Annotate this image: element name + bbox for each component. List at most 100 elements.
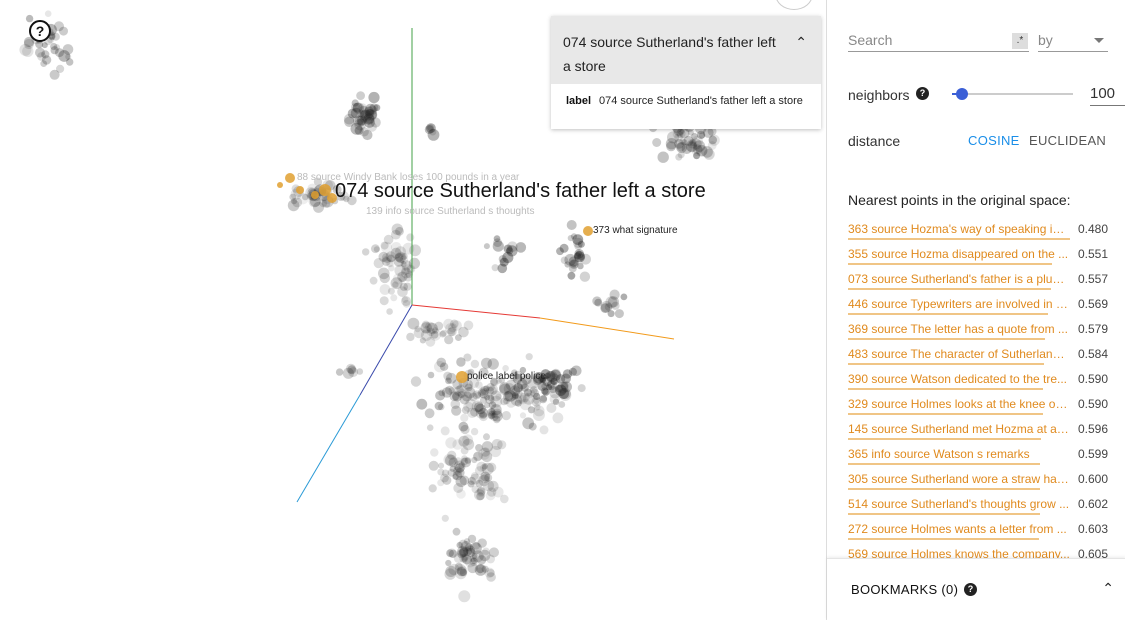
highlighted-point[interactable] [319,184,331,196]
data-point[interactable] [358,103,367,112]
data-point[interactable] [614,309,624,319]
data-point[interactable] [348,367,359,378]
data-point[interactable] [497,263,508,274]
data-point[interactable] [501,411,511,421]
data-point[interactable] [446,327,456,337]
data-point[interactable] [308,195,321,208]
data-point[interactable] [436,357,447,368]
data-point[interactable] [399,275,406,283]
data-point[interactable] [460,555,468,562]
data-point[interactable] [473,451,484,461]
data-point[interactable] [457,545,469,558]
data-point[interactable] [434,401,444,411]
data-point[interactable] [481,565,489,573]
data-point[interactable] [463,538,471,545]
data-point[interactable] [462,554,472,565]
data-point[interactable] [448,563,460,576]
data-point[interactable] [342,367,354,379]
data-point[interactable] [362,129,373,141]
data-point[interactable] [424,408,435,419]
data-point[interactable] [425,321,435,332]
data-point[interactable] [456,549,467,559]
data-point[interactable] [336,191,346,201]
data-point[interactable] [652,138,662,147]
data-point[interactable] [406,264,416,274]
data-point[interactable] [558,401,566,408]
data-point[interactable] [394,264,406,277]
nearest-point-item[interactable]: 514 source Sutherland's thoughts grow ..… [848,495,1108,520]
data-point[interactable] [378,251,389,262]
data-point[interactable] [480,396,488,404]
data-point[interactable] [559,243,569,253]
data-point[interactable] [476,555,487,565]
data-point[interactable] [332,185,342,195]
search-input[interactable] [848,28,1029,52]
data-point[interactable] [487,412,495,420]
data-point[interactable] [424,125,434,135]
data-point[interactable] [459,568,468,577]
data-point[interactable] [490,395,503,408]
data-point[interactable] [395,226,404,236]
data-point[interactable] [444,568,456,580]
data-point[interactable] [493,235,501,242]
data-point[interactable] [475,375,482,382]
data-point[interactable] [486,569,495,577]
data-point[interactable] [399,282,408,291]
data-point[interactable] [472,550,484,563]
data-point[interactable] [681,143,692,154]
data-point[interactable] [302,193,309,201]
data-point[interactable] [541,382,550,391]
data-point[interactable] [533,392,541,400]
data-point[interactable] [491,264,499,272]
data-point[interactable] [391,229,401,240]
data-point[interactable] [445,385,455,395]
data-point[interactable] [370,117,381,128]
data-point[interactable] [515,242,527,253]
data-point[interactable] [545,384,553,391]
data-point[interactable] [426,322,438,334]
data-point[interactable] [692,144,703,155]
data-point[interactable] [425,336,436,347]
data-point[interactable] [703,127,714,138]
data-point[interactable] [454,562,463,571]
nearest-point-item[interactable]: 329 source Holmes looks at the knee of .… [848,395,1108,420]
data-point[interactable] [347,365,357,375]
data-point[interactable] [577,384,586,393]
data-point[interactable] [445,377,452,385]
data-point[interactable] [297,192,309,205]
data-point[interactable] [503,383,516,395]
data-point[interactable] [467,534,477,544]
data-point[interactable] [343,113,355,125]
data-point[interactable] [365,109,378,121]
data-point[interactable] [674,138,684,149]
data-point[interactable] [448,387,455,394]
data-point[interactable] [441,514,449,522]
highlighted-point[interactable] [327,193,337,203]
data-point[interactable] [437,403,445,411]
data-point[interactable] [460,457,469,466]
data-point[interactable] [482,480,495,492]
data-point[interactable] [677,151,685,159]
data-point[interactable] [420,329,433,341]
data-point[interactable] [570,233,578,240]
data-point[interactable] [505,379,517,391]
data-point[interactable] [23,38,34,50]
data-point[interactable] [313,177,323,186]
data-point[interactable] [460,413,469,422]
data-point[interactable] [464,556,476,568]
data-point[interactable] [681,139,688,146]
data-point[interactable] [455,563,466,575]
data-point[interactable] [559,387,571,400]
data-point[interactable] [453,483,464,493]
data-point[interactable] [414,325,421,333]
data-point[interactable] [452,392,461,401]
data-point[interactable] [394,253,404,262]
data-point[interactable] [579,271,591,282]
nearest-point-item[interactable]: 446 source Typewriters are involved in c… [848,295,1108,320]
data-point[interactable] [401,296,412,307]
data-point[interactable] [49,69,60,80]
data-point[interactable] [499,257,509,267]
data-point[interactable] [390,247,402,259]
data-point[interactable] [450,319,459,329]
data-point[interactable] [600,303,611,313]
